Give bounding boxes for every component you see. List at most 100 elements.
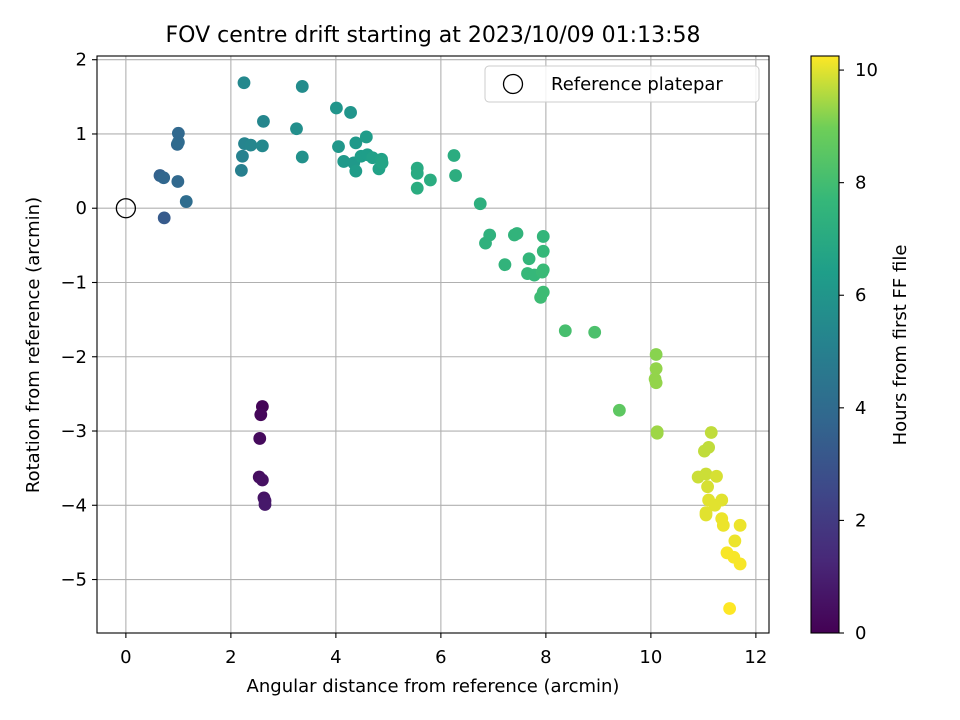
data-point <box>171 135 185 149</box>
y-tick-label: −5 <box>60 570 87 591</box>
colorbar-label: Hours from first FF file <box>890 245 911 446</box>
chart-title: FOV centre drift starting at 2023/10/09 … <box>166 23 701 48</box>
colorbar-tick-label: 8 <box>855 173 866 194</box>
data-point <box>558 324 572 338</box>
data-point <box>588 325 602 339</box>
x-tick-label: 12 <box>744 647 767 668</box>
data-point <box>698 444 711 458</box>
data-point <box>290 122 303 136</box>
data-point <box>344 106 357 119</box>
x-tick-label: 10 <box>639 647 662 668</box>
colorbar-frame <box>810 55 840 634</box>
y-tick-label: −1 <box>60 272 87 293</box>
data-point <box>701 480 714 494</box>
colorbar-ticks: 0 2 4 6 8 10 <box>839 60 878 644</box>
y-tick-label: 0 <box>76 198 87 219</box>
data-point <box>255 139 269 153</box>
y-tick-label: −2 <box>60 347 87 368</box>
data-point <box>423 173 437 187</box>
data-point <box>237 76 251 90</box>
data-point <box>723 602 737 615</box>
y-tick-label: −3 <box>60 421 87 442</box>
data-point <box>330 101 343 115</box>
colorbar-tick-label: 0 <box>855 623 866 644</box>
data-point <box>255 473 269 487</box>
data-point <box>257 114 270 128</box>
data-point <box>253 432 267 445</box>
data-point <box>704 426 718 439</box>
data-point <box>716 518 730 532</box>
x-axis-ticks: 0 2 4 6 8 10 12 <box>120 633 767 668</box>
x-tick-label: 2 <box>225 647 236 668</box>
reference-marker-layer <box>115 198 137 219</box>
data-point <box>699 467 713 481</box>
data-point <box>715 493 729 507</box>
y-tick-label: 1 <box>76 124 87 145</box>
x-tick-label: 8 <box>540 647 551 668</box>
legend-marker-reference <box>502 73 524 95</box>
data-point <box>349 136 363 150</box>
data-point <box>522 252 536 266</box>
scatter-points <box>153 76 747 615</box>
colorbar-tick-label: 2 <box>855 510 866 531</box>
data-point <box>254 408 268 422</box>
legend: Reference platepar <box>484 65 760 103</box>
data-point <box>295 150 309 164</box>
data-point <box>410 181 424 195</box>
data-point <box>157 211 171 225</box>
x-axis-label: Angular distance from reference (arcmin) <box>247 676 620 697</box>
data-point <box>295 80 309 93</box>
data-point <box>612 403 626 417</box>
plot-area-frame <box>96 55 770 634</box>
data-point <box>171 126 185 140</box>
data-point <box>733 518 747 532</box>
data-point <box>337 155 351 168</box>
data-point <box>157 171 171 185</box>
legend-label-reference: Reference platepar <box>551 74 723 95</box>
data-point <box>171 175 185 188</box>
grid-lines <box>97 56 769 633</box>
data-point <box>375 156 389 170</box>
y-tick-label: 2 <box>76 50 87 71</box>
data-point <box>536 230 550 243</box>
colorbar-tick-label: 4 <box>855 398 866 419</box>
data-point <box>359 130 373 144</box>
data-point <box>534 290 548 304</box>
reference-platepar-marker <box>115 198 137 219</box>
data-point <box>650 426 664 440</box>
data-point <box>733 557 747 571</box>
data-point <box>449 169 462 182</box>
colorbar-gradient <box>811 56 839 633</box>
data-point <box>234 163 248 177</box>
data-point <box>447 149 461 162</box>
data-point <box>349 164 363 178</box>
data-point <box>510 227 524 240</box>
data-point <box>498 258 512 272</box>
data-point <box>649 362 663 376</box>
data-point <box>179 195 193 208</box>
colorbar-tick-label: 10 <box>855 60 878 81</box>
x-tick-label: 4 <box>330 647 341 668</box>
legend-box <box>484 65 760 103</box>
data-point <box>258 498 272 511</box>
data-point <box>649 376 663 390</box>
colorbar-tick-label: 6 <box>855 285 866 306</box>
x-tick-label: 0 <box>120 647 131 668</box>
data-point <box>728 534 742 548</box>
data-point <box>236 149 249 163</box>
data-point <box>483 228 497 242</box>
data-point <box>332 140 345 153</box>
y-axis-label: Rotation from reference (arcmin) <box>23 197 44 493</box>
data-point <box>536 244 550 258</box>
data-point <box>536 263 550 277</box>
data-point <box>410 166 424 180</box>
y-axis-ticks: 2 1 0 −1 −2 −3 −4 −5 <box>60 50 97 591</box>
data-point <box>649 348 663 361</box>
data-point <box>710 469 723 483</box>
data-point <box>244 138 258 152</box>
x-tick-label: 6 <box>435 647 446 668</box>
data-point <box>473 197 487 211</box>
colorbar: 0 2 4 6 8 10 Hours from first FF file <box>810 55 911 644</box>
y-tick-label: −4 <box>60 495 87 516</box>
